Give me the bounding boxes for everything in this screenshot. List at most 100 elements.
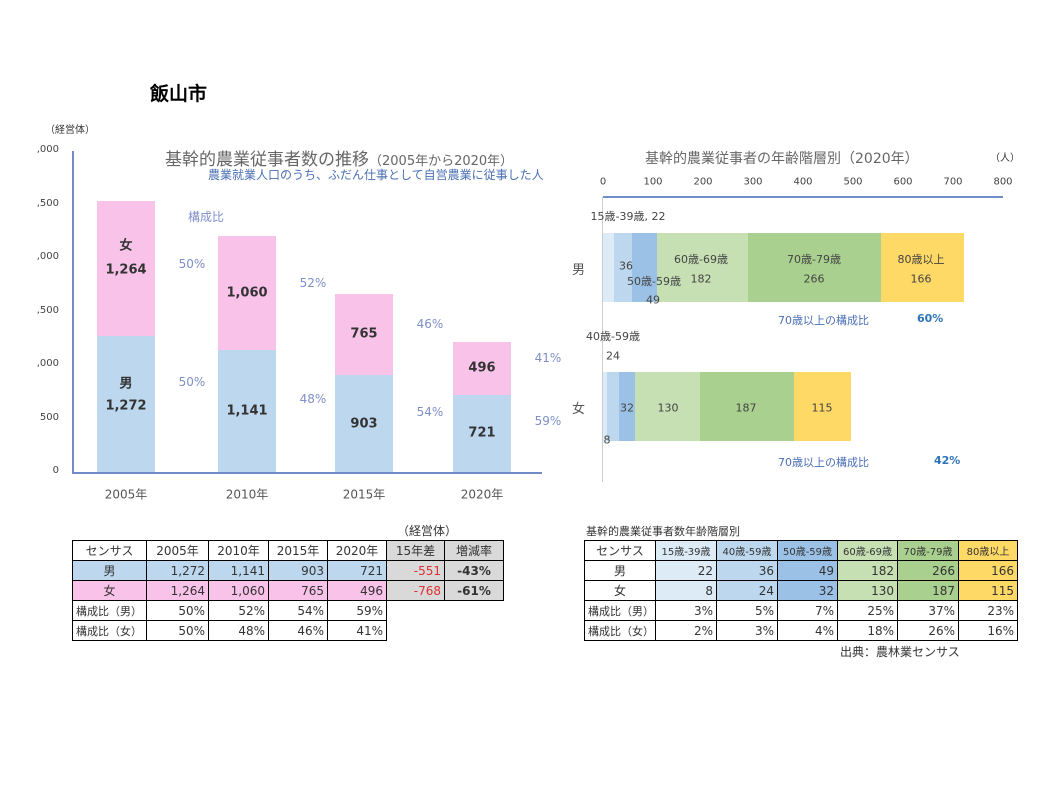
share-male: 59% <box>534 414 562 429</box>
table1-unit: （経営体） <box>397 524 458 538</box>
bar-male <box>97 335 155 472</box>
age-chart-unit: （人） <box>990 153 1020 164</box>
table-cell <box>445 601 504 621</box>
table-row: 構成比（女） 50% 48% 46% 41% <box>72 620 504 641</box>
bar-segment-70歳-79歳 <box>747 233 881 302</box>
x-tick-label: 300 <box>743 176 763 188</box>
share-male: 54% <box>416 404 444 419</box>
table-cell: 構成比（女） <box>584 620 656 641</box>
table-cell: 50% <box>146 600 209 621</box>
bar-segment-60歳-69歳 <box>656 233 748 302</box>
data-label: 166 <box>910 272 932 286</box>
table-cell: 2010年 <box>208 540 269 561</box>
share-female: 50% <box>178 257 206 272</box>
male-70plus-label: 70歳以上の構成比 <box>778 314 869 327</box>
table-row: 構成比（女） 2% 3% 4% 18% 26% 16% <box>584 620 1018 641</box>
data-label: 130 <box>657 401 679 415</box>
data-label: 40歳-59歳 <box>586 330 640 343</box>
series-name-female: 女 <box>119 238 133 254</box>
share-female: 52% <box>299 276 327 291</box>
table-cell: -768 <box>386 580 445 601</box>
share-female: 41% <box>534 351 562 366</box>
x-tick-label: 2020年 <box>460 487 504 502</box>
table-cell: 187 <box>897 580 959 601</box>
y-tick-label: 500 <box>39 411 59 423</box>
x-tick-label: 2005年 <box>104 487 148 502</box>
table-cell: 2015年 <box>268 540 328 561</box>
table-cell: 182 <box>837 560 898 581</box>
y-tick-label: 1,500 <box>37 304 59 316</box>
x-tick-label: 2015年 <box>342 487 386 502</box>
data-label: 24 <box>606 349 620 363</box>
x-tick-label: 600 <box>893 176 913 188</box>
table-cell: 5% <box>716 600 778 621</box>
table-cell: 増減率 <box>444 540 504 561</box>
table-cell: 130 <box>837 580 898 601</box>
x-tick-label: 2010年 <box>225 487 269 502</box>
x-tick-label: 400 <box>793 176 813 188</box>
bar-segment-40歳-59歳 <box>607 372 619 441</box>
data-label-male: 721 <box>468 425 496 441</box>
table-cell: 構成比（男） <box>584 600 656 621</box>
table-cell: 59% <box>327 600 387 621</box>
table-cell: 49 <box>777 560 838 581</box>
data-label: 187 <box>735 401 757 415</box>
table-row: 男 1,272 1,141 903 721 -551 -43% <box>72 560 504 581</box>
share-male: 48% <box>299 391 327 406</box>
share-label: 構成比 <box>188 210 225 224</box>
table-cell: 1,272 <box>146 560 209 581</box>
x-tick-label: 0 <box>599 176 607 188</box>
table-cell: 1,060 <box>208 580 269 601</box>
table-cell: 構成比（女） <box>72 620 147 641</box>
share-female: 46% <box>416 317 444 332</box>
table-cell: 24 <box>716 580 778 601</box>
bar-female <box>218 236 276 350</box>
x-tick-label: 100 <box>643 176 663 188</box>
x-tick-label: 200 <box>693 176 713 188</box>
bar-female <box>453 341 511 395</box>
table-cell: 54% <box>268 600 328 621</box>
table2-title: 基幹的農業従事者数年齢階層別 <box>586 525 740 538</box>
table-cell: -61% <box>444 580 504 601</box>
table-cell: 1,264 <box>146 580 209 601</box>
table-cell: 50% <box>146 620 209 641</box>
bar-segment-80歳以上 <box>793 372 851 441</box>
y-axis-line <box>72 151 74 473</box>
data-label-female: 765 <box>350 326 378 342</box>
table-cell: 16% <box>958 620 1018 641</box>
y-tick-label: 0 <box>52 465 59 476</box>
data-label: 115 <box>811 401 833 415</box>
table-cell: 3% <box>655 600 717 621</box>
data-label-male: 903 <box>350 416 378 432</box>
y-tick-label: 2,500 <box>37 197 59 209</box>
trend-chart-title: 基幹的農業従事者数の推移 <box>165 150 369 170</box>
data-label: 32 <box>620 401 634 415</box>
table-cell: 25% <box>837 600 898 621</box>
table-cell <box>387 621 445 641</box>
table-cell: 903 <box>268 560 328 581</box>
bar-male <box>218 349 276 472</box>
table-cell: 構成比（男） <box>72 600 147 621</box>
table-row: 女 1,264 1,060 765 496 -768 -61% <box>72 580 504 601</box>
data-label: 49 <box>646 293 660 307</box>
table-cell: 46% <box>268 620 328 641</box>
table-cell: 50歳-59歳 <box>777 540 838 561</box>
age-table: センサス 15歳-39歳 40歳-59歳 50歳-59歳 60歳-69歳 70歳-79歳 8… <box>584 540 1018 641</box>
bar-segment-15歳-39歳 <box>603 372 607 441</box>
table-cell: 2020年 <box>327 540 387 561</box>
table-row: 構成比（男） 3% 5% 7% 25% 37% 23% <box>584 600 1018 621</box>
data-label-male: 1,141 <box>226 403 268 419</box>
table-cell: 52% <box>208 600 269 621</box>
data-label-male: 1,272 <box>105 398 147 414</box>
x-tick-label: 500 <box>843 176 863 188</box>
y-tick-label: 3,000 <box>37 144 59 155</box>
data-label-female: 496 <box>468 360 496 376</box>
table-row: 女 8 24 32 130 187 115 <box>584 580 1018 601</box>
male-70plus-value: 60% <box>917 312 944 325</box>
table-cell: 721 <box>327 560 387 581</box>
table-cell: 男 <box>72 560 147 581</box>
table-cell: 1,141 <box>208 560 269 581</box>
data-label: 50歳-59歳 <box>627 275 681 288</box>
category-female: 女 <box>572 402 586 417</box>
table-cell: 166 <box>958 560 1018 581</box>
